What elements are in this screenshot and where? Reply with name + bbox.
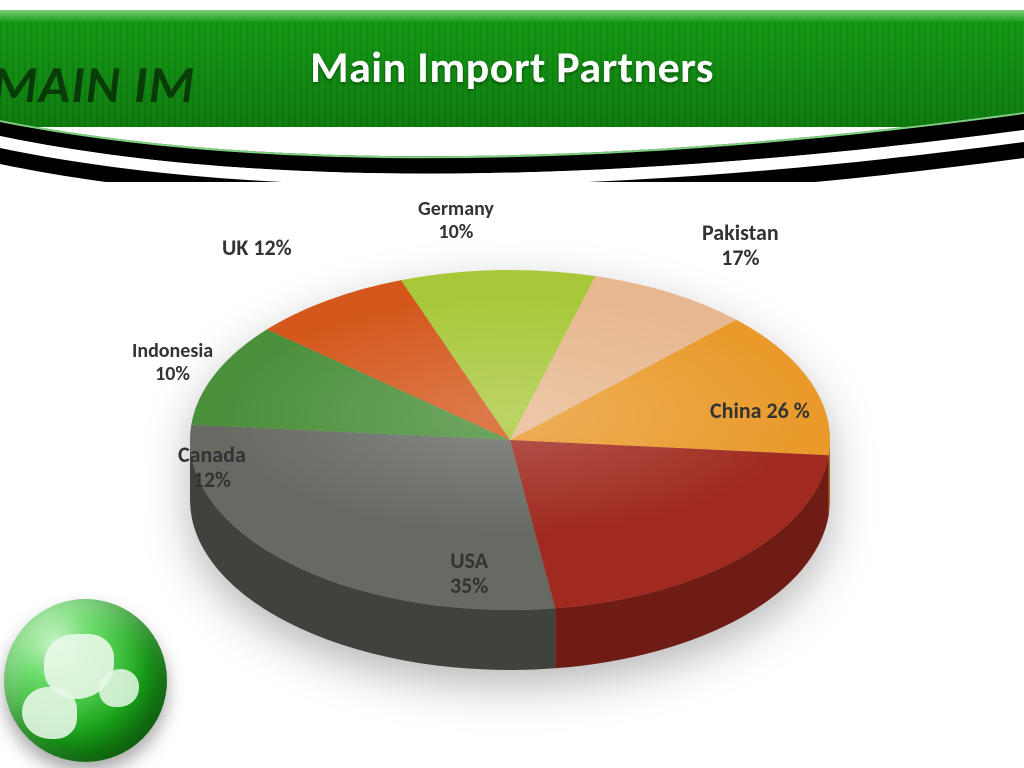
pie-label-germany: Germany10% [418, 198, 494, 244]
globe-icon [4, 599, 167, 762]
pie-label-usa: USA35% [450, 548, 488, 599]
pie-label-canada: Canada12% [178, 442, 246, 493]
pie-label-uk: UK 12% [222, 235, 292, 260]
pie-svg [150, 230, 870, 690]
pie-chart: Pakistan17%China 26 %USA35%Canada12%Indo… [150, 230, 870, 690]
header-top-highlight [0, 10, 1024, 22]
pie-label-china: China 26 % [710, 398, 810, 423]
slide-title: Main Import Partners [0, 40, 1024, 94]
pie-label-indonesia: Indonesia10% [132, 340, 213, 386]
pie-label-pakistan: Pakistan17% [702, 220, 779, 271]
